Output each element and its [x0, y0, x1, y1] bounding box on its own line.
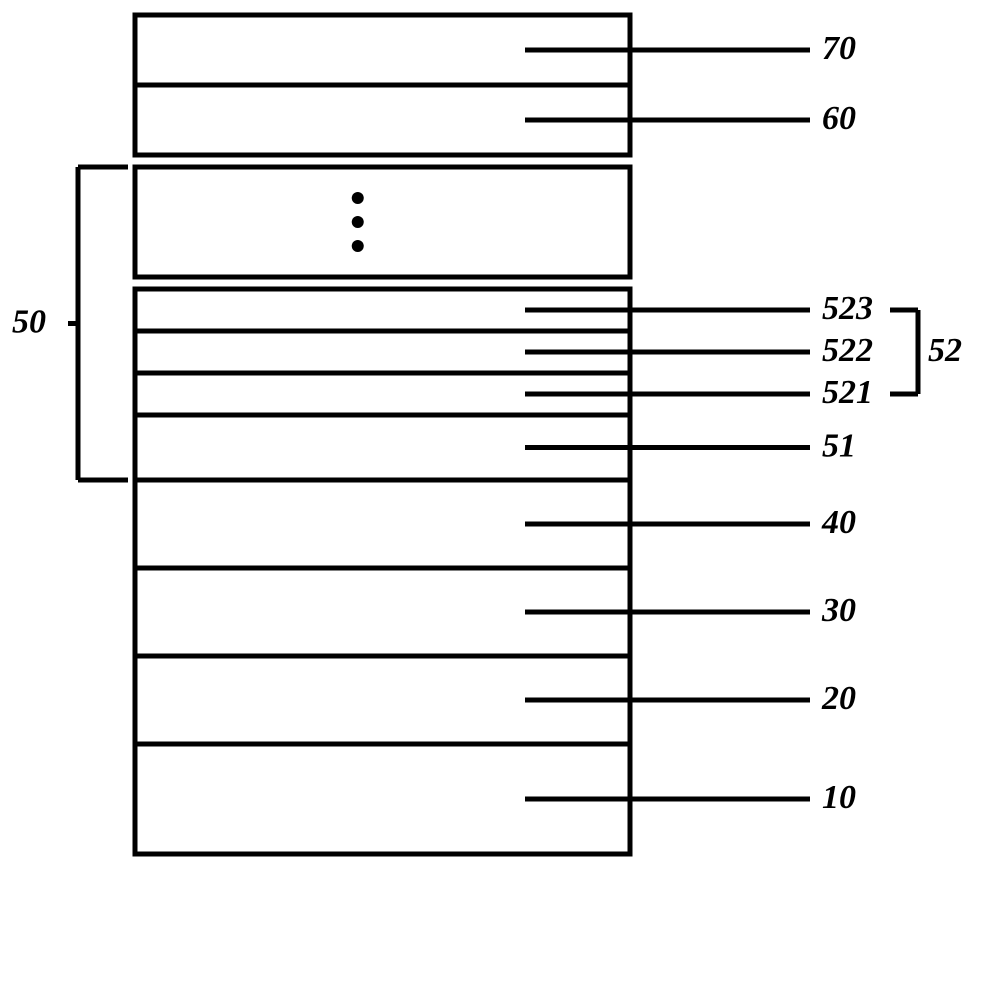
ellipsis-dot [352, 216, 364, 228]
label-l51: 51 [822, 427, 856, 464]
label-l30: 30 [821, 592, 856, 629]
label-l40: 40 [821, 504, 856, 541]
label-l60: 60 [822, 100, 856, 137]
ellipsis-dot [352, 240, 364, 252]
label-l523: 523 [822, 290, 873, 327]
label-l20: 20 [821, 680, 856, 717]
label-l10: 10 [822, 779, 856, 816]
bracket-50-label: 50 [12, 303, 46, 340]
ellipsis-dot [352, 192, 364, 204]
bracket-52-label: 52 [928, 332, 962, 369]
label-l70: 70 [822, 30, 856, 67]
layer-ldot [135, 167, 630, 277]
label-l522: 522 [822, 332, 873, 369]
label-l521: 521 [822, 374, 873, 411]
